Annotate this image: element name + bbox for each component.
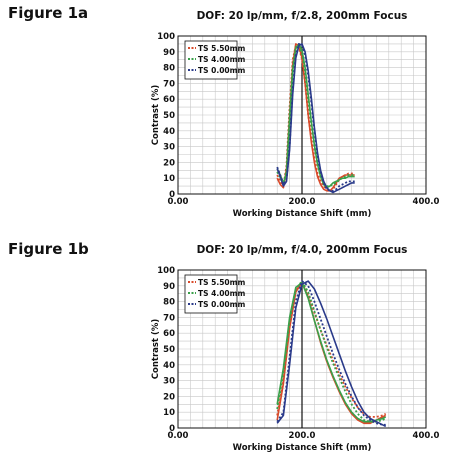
y-tick-label: 50: [163, 111, 175, 121]
y-tick-label: 60: [163, 329, 175, 339]
legend-entry-label: TS 5.50mm: [198, 278, 245, 287]
y-tick-label: 10: [163, 408, 175, 418]
legend-entry-label: TS 0.00mm: [198, 300, 245, 309]
legend-entry-label: TS 5.50mm: [198, 44, 245, 53]
chart-title: DOF: 20 lp/mm, f/2.8, 200mm Focus: [197, 10, 408, 22]
x-axis-label: Working Distance Shift (mm): [233, 209, 372, 219]
chart-title: DOF: 20 lp/mm, f/4.0, 200mm Focus: [197, 244, 408, 256]
y-tick-label: 40: [163, 361, 175, 371]
x-axis-label: Working Distance Shift (mm): [233, 443, 372, 453]
y-tick-label: 100: [157, 266, 175, 276]
legend: TS 5.50mm TS 4.00mm TS 0.00mm: [184, 40, 245, 80]
y-tick-label: 90: [163, 282, 175, 292]
y-tick-label: 90: [163, 48, 175, 58]
y-tick-label: 20: [163, 392, 175, 402]
y-tick-label: 30: [163, 143, 175, 153]
y-tick-label: 0: [169, 424, 175, 434]
series-line-ts-0-00mm-dotted: [276, 43, 355, 192]
plot-frame: [177, 269, 427, 429]
y-tick-label: 20: [163, 158, 175, 168]
y-tick-label: 80: [163, 64, 175, 74]
y-axis-label: Contrast (%): [151, 85, 161, 146]
x-tick-label: 0.00: [168, 431, 189, 441]
y-tick-label: 0: [169, 190, 175, 200]
x-tick-label: 200.0: [289, 197, 316, 207]
legend: TS 5.50mm TS 4.00mm TS 0.00mm: [184, 274, 245, 314]
y-tick-label: 10: [163, 174, 175, 184]
series-line-ts-4-00mm-solid: [276, 43, 355, 189]
y-tick-label: 30: [163, 377, 175, 387]
x-tick-label: 400.0: [413, 197, 440, 207]
legend-box: [184, 40, 238, 80]
series-line-ts-4-00mm-solid: [276, 281, 387, 423]
legend-entry-label: TS 4.00mm: [198, 289, 245, 298]
figure-1b-label: Figure 1b: [8, 240, 89, 258]
y-tick-label: 70: [163, 313, 175, 323]
plot-frame: [177, 35, 427, 195]
y-axis-label: Contrast (%): [151, 319, 161, 380]
y-tick-label: 60: [163, 95, 175, 105]
x-tick-label: 0.00: [168, 197, 189, 207]
legend-entry-label: TS 0.00mm: [198, 66, 245, 75]
y-tick-label: 40: [163, 127, 175, 137]
figure-1a-label: Figure 1a: [8, 4, 89, 22]
series-line-ts-0-00mm-dotted: [276, 280, 386, 426]
legend-entry-label: TS 4.00mm: [198, 55, 245, 64]
x-tick-label: 200.0: [289, 431, 316, 441]
x-tick-label: 400.0: [413, 431, 440, 441]
y-tick-label: 50: [163, 345, 175, 355]
series-line-ts-0-00mm-solid: [276, 43, 355, 194]
series-line-ts-0-00mm-solid: [276, 280, 387, 428]
y-tick-label: 100: [157, 32, 175, 42]
chart-2: DOF: 20 lp/mm, f/4.0, 200mm Focus 0 10 20 30…: [151, 244, 440, 453]
y-tick-label: 80: [163, 298, 175, 308]
legend-box: [184, 274, 238, 314]
series-line-ts-5-50mm-dotted: [276, 281, 387, 418]
chart-1: DOF: 20 lp/mm, f/2.8, 200mm Focus 0 10 20 30…: [151, 10, 440, 219]
y-tick-label: 70: [163, 79, 175, 89]
